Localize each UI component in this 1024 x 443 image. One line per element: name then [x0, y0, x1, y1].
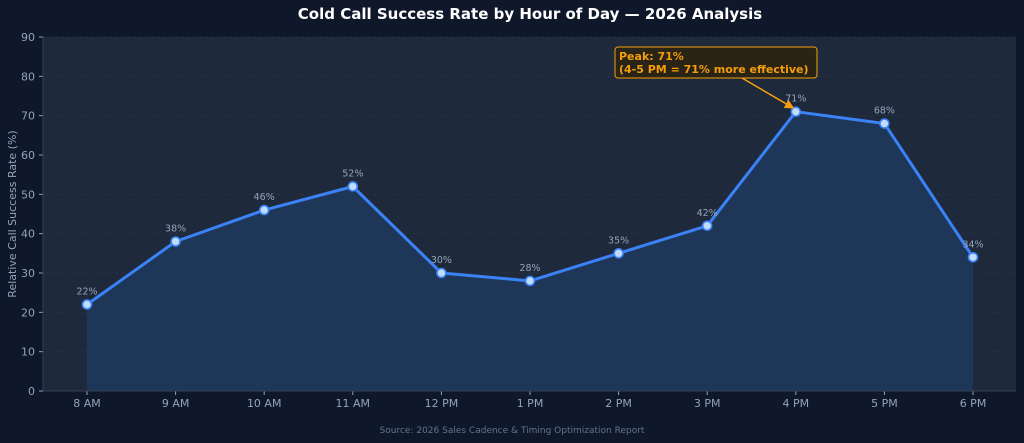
y-tick-label: 10	[21, 346, 35, 359]
y-tick-label: 0	[28, 385, 35, 398]
data-point	[790, 106, 802, 118]
y-axis-ticks: 0 10 20 30 40 50 60 70 80 90	[21, 31, 43, 398]
data-point	[436, 267, 447, 279]
data-point	[258, 204, 270, 216]
data-points	[81, 106, 979, 310]
x-tick-label: 3 PM	[694, 397, 721, 410]
data-point	[613, 248, 624, 259]
y-tick-label: 50	[21, 188, 35, 201]
area-fill	[87, 111, 973, 391]
data-label: 52%	[342, 168, 363, 179]
data-point	[879, 118, 890, 129]
y-tick-label: 90	[21, 31, 35, 44]
chart-title: Cold Call Success Rate by Hour of Day — …	[298, 5, 762, 23]
y-tick-label: 70	[21, 110, 35, 123]
data-point	[701, 220, 713, 232]
annotation-arrow	[741, 77, 795, 109]
x-tick-label: 11 AM	[336, 397, 371, 410]
data-point	[170, 236, 181, 247]
peak-annotation: Peak: 71% (4-5 PM = 71% more effective)	[614, 46, 818, 109]
x-tick-label: 8 AM	[73, 397, 101, 410]
x-tick-label: 6 PM	[960, 397, 987, 410]
data-label: 34%	[962, 239, 983, 250]
data-label: 42%	[697, 208, 718, 219]
y-tick-label: 30	[21, 267, 35, 280]
data-labels: 22% 38% 46% 52% 30% 28% 35% 42% 71% 68% 34%	[76, 94, 983, 298]
source-note: Source: 2026 Sales Cadence & Timing Opti…	[380, 426, 645, 436]
data-point	[347, 181, 359, 192]
data-point	[967, 251, 979, 263]
y-tick-label: 80	[21, 70, 35, 83]
data-label: 71%	[785, 94, 806, 105]
y-axis-title: Relative Call Success Rate (%)	[6, 130, 19, 297]
x-tick-label: 1 PM	[517, 397, 544, 410]
data-label: 28%	[519, 263, 540, 274]
data-label: 68%	[874, 106, 895, 117]
data-label: 38%	[165, 224, 186, 235]
x-tick-label: 9 AM	[162, 397, 190, 410]
data-point	[524, 275, 536, 287]
annotation-line-2: (4-5 PM = 71% more effective)	[619, 63, 809, 76]
x-tick-label: 4 PM	[782, 397, 809, 410]
y-tick-label: 60	[21, 149, 35, 162]
annotation-line-1: Peak: 71%	[619, 50, 684, 63]
y-tick-label: 40	[21, 228, 35, 241]
x-axis-ticks: 8 AM 9 AM 10 AM 11 AM 12 PM 1 PM 2 PM 3 PM 4 PM 5…	[73, 391, 986, 410]
x-tick-label: 2 PM	[605, 397, 632, 410]
data-label: 46%	[254, 192, 275, 203]
x-tick-label: 12 PM	[425, 397, 459, 410]
data-label: 22%	[76, 286, 97, 297]
x-tick-label: 5 PM	[871, 397, 898, 410]
y-tick-label: 20	[21, 306, 35, 319]
x-tick-label: 10 AM	[247, 397, 282, 410]
data-label: 30%	[431, 255, 452, 266]
data-label: 35%	[608, 235, 629, 246]
annotation-box	[614, 46, 818, 79]
data-point	[81, 299, 93, 310]
